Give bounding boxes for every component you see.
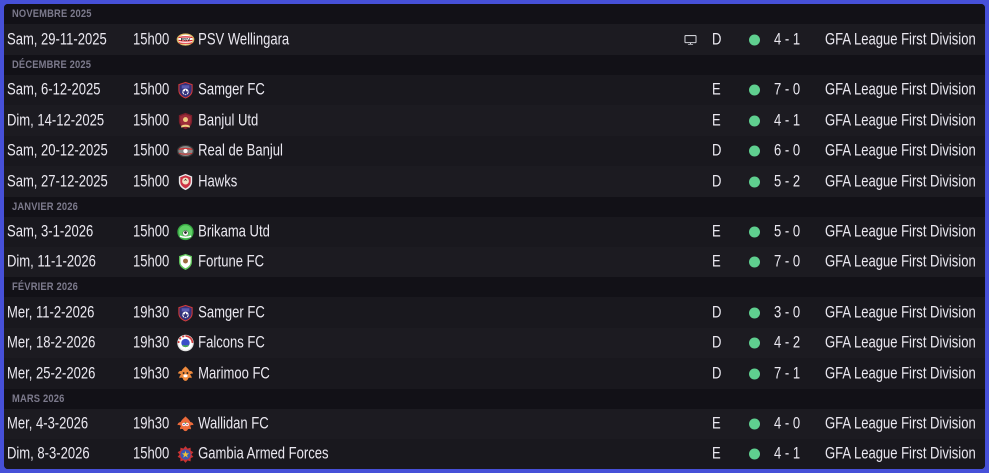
svg-text:PSV: PSV: [181, 37, 191, 43]
